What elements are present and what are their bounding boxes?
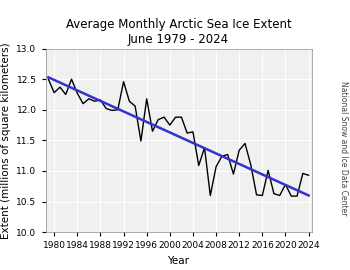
Y-axis label: Extent (millions of square kilometers): Extent (millions of square kilometers)	[1, 42, 11, 239]
Title: Average Monthly Arctic Sea Ice Extent
June 1979 - 2024: Average Monthly Arctic Sea Ice Extent Ju…	[66, 18, 291, 46]
Text: National Snow and Ice Data Center: National Snow and Ice Data Center	[339, 81, 348, 216]
X-axis label: Year: Year	[168, 256, 189, 266]
